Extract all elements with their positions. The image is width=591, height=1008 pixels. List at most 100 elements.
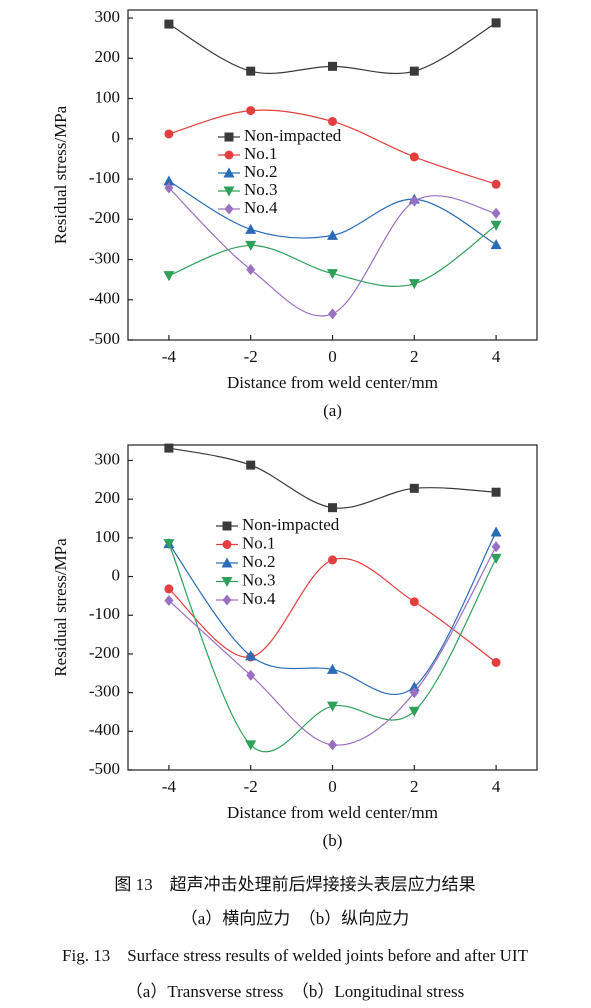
x-tick-label: -4 bbox=[162, 347, 177, 366]
x-tick-label: -2 bbox=[244, 777, 258, 796]
legend-label: No.3 bbox=[242, 570, 276, 589]
marker bbox=[328, 61, 337, 71]
series-line bbox=[168, 531, 497, 695]
marker bbox=[164, 443, 174, 453]
marker bbox=[328, 555, 337, 565]
marker bbox=[491, 487, 501, 497]
marker bbox=[491, 179, 501, 189]
marker bbox=[327, 701, 338, 712]
y-axis-label: Residual stress/MPa bbox=[51, 538, 70, 677]
marker bbox=[246, 460, 256, 470]
x-tick-label: -2 bbox=[244, 347, 258, 366]
legend-marker bbox=[222, 594, 232, 606]
marker bbox=[164, 584, 174, 594]
legend-label: No.4 bbox=[242, 589, 276, 608]
x-tick-label: 4 bbox=[492, 347, 501, 366]
series-line bbox=[168, 557, 497, 663]
caption-cn-title: 图 13 超声冲击处理前后焊接接头表层应力结果 bbox=[114, 875, 475, 894]
marker bbox=[328, 116, 337, 126]
marker bbox=[408, 279, 420, 290]
marker bbox=[328, 503, 337, 513]
y-tick-label: -500 bbox=[89, 329, 120, 348]
legend-marker bbox=[224, 150, 234, 160]
marker bbox=[328, 739, 337, 751]
marker bbox=[409, 152, 419, 162]
y-tick-label: 300 bbox=[95, 7, 121, 26]
marker bbox=[164, 129, 174, 139]
y-tick-label: -100 bbox=[89, 168, 120, 187]
x-tick-label: 4 bbox=[492, 777, 501, 796]
marker bbox=[246, 106, 256, 116]
panel-label: (a) bbox=[323, 401, 342, 420]
marker bbox=[490, 526, 502, 537]
caption-en-sub: （a）Transverse stress （b）Longitudinal str… bbox=[126, 982, 464, 1001]
series-line bbox=[168, 187, 497, 317]
marker bbox=[246, 264, 256, 276]
y-tick-label: -400 bbox=[89, 720, 120, 739]
x-tick-label: 2 bbox=[410, 777, 419, 796]
y-tick-label: 0 bbox=[112, 565, 121, 584]
legend-marker bbox=[221, 557, 233, 568]
y-tick-label: -200 bbox=[89, 208, 120, 227]
marker bbox=[490, 239, 502, 250]
x-tick-label: -4 bbox=[162, 777, 177, 796]
legend-marker bbox=[222, 521, 232, 531]
plot-frame bbox=[127, 9, 538, 341]
y-tick-label: -100 bbox=[89, 604, 120, 623]
marker bbox=[409, 687, 419, 699]
marker bbox=[409, 66, 419, 76]
x-axis-label: Distance from weld center/mm bbox=[227, 803, 438, 822]
marker bbox=[164, 182, 174, 194]
marker bbox=[491, 18, 501, 28]
x-tick-label: 0 bbox=[328, 347, 337, 366]
marker bbox=[164, 19, 174, 29]
legend-label: No.1 bbox=[244, 144, 278, 163]
series-line bbox=[168, 543, 497, 753]
x-axis-label: Distance from weld center/mm bbox=[227, 373, 438, 392]
legend-label: No.3 bbox=[244, 180, 278, 199]
y-axis-label: Residual stress/MPa bbox=[51, 105, 70, 244]
caption-cn-sub: （a）横向应力 （b）纵向应力 bbox=[181, 909, 410, 928]
legend-label: Non-impacted bbox=[242, 515, 340, 534]
y-tick-label: 200 bbox=[95, 47, 121, 66]
legend-label: Non-impacted bbox=[244, 126, 342, 145]
legend-marker bbox=[221, 577, 233, 587]
marker bbox=[245, 223, 257, 234]
marker bbox=[491, 541, 501, 553]
y-tick-label: -400 bbox=[89, 289, 120, 308]
marker bbox=[490, 220, 502, 231]
marker bbox=[327, 269, 338, 280]
x-tick-label: 2 bbox=[410, 347, 419, 366]
marker bbox=[491, 657, 501, 667]
panel-label: (b) bbox=[323, 831, 343, 850]
marker bbox=[327, 229, 338, 240]
marker bbox=[409, 597, 419, 607]
y-tick-label: 100 bbox=[95, 87, 121, 106]
x-tick-label: 0 bbox=[328, 777, 337, 796]
legend-marker bbox=[223, 186, 235, 197]
marker bbox=[327, 663, 338, 674]
legend-label: No.2 bbox=[242, 552, 276, 571]
caption-en-title: Fig. 13 Surface stress results of welded… bbox=[62, 946, 529, 965]
legend-label: No.2 bbox=[244, 162, 278, 181]
marker bbox=[409, 195, 419, 207]
marker bbox=[491, 207, 501, 219]
legend-label: No.4 bbox=[244, 198, 278, 217]
legend-marker bbox=[222, 540, 232, 549]
y-tick-label: 200 bbox=[95, 488, 121, 507]
y-tick-label: 100 bbox=[95, 527, 121, 546]
marker bbox=[328, 308, 337, 320]
plot-frame bbox=[127, 444, 538, 771]
marker bbox=[409, 483, 419, 493]
legend-marker bbox=[223, 167, 235, 178]
series-line bbox=[168, 546, 497, 746]
marker bbox=[163, 175, 175, 186]
marker bbox=[164, 595, 174, 607]
y-tick-label: -200 bbox=[89, 643, 120, 662]
y-tick-label: 0 bbox=[112, 128, 121, 147]
marker bbox=[490, 553, 502, 564]
legend-marker bbox=[224, 203, 234, 215]
y-tick-label: -500 bbox=[89, 759, 120, 778]
y-tick-label: -300 bbox=[89, 682, 120, 701]
